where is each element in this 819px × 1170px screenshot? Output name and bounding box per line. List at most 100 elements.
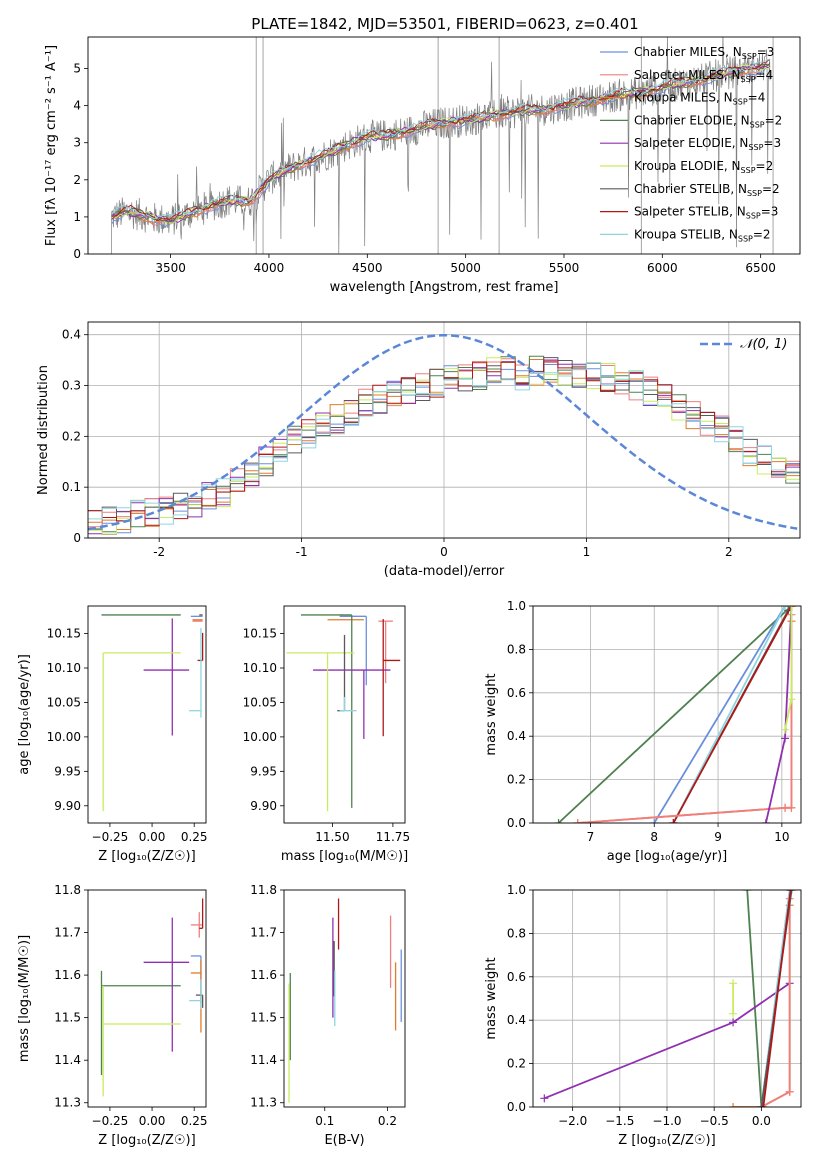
- series-marker: [757, 1103, 766, 1107]
- series-line: [672, 606, 792, 823]
- y-tick-label: 3: [73, 136, 81, 150]
- y-tick-label: 0.6: [507, 686, 526, 700]
- normal-curve: [88, 333, 798, 531]
- x-tick-label: -2: [153, 545, 165, 559]
- legend-label: Kroupa ELODIE, NSSP=2: [634, 159, 773, 175]
- y-tick-label: 11.3: [250, 1096, 277, 1110]
- y-tick-label: 9.90: [54, 799, 81, 813]
- y-tick-label: 10.10: [47, 661, 81, 675]
- histogram-chabrier-elodie: [88, 355, 800, 533]
- series-marker: [781, 725, 790, 734]
- legend-label: Chabrier STELIB, NSSP=2: [634, 182, 780, 198]
- point-kroupa-stelib: [189, 628, 202, 718]
- y-axis-label: mass [log₁₀(M/M☉)]: [17, 935, 32, 1062]
- axes-frame: [532, 605, 802, 824]
- y-tick-label: 11.4: [250, 1053, 277, 1067]
- series-marker: [729, 1018, 738, 1027]
- axes-residuals: -2 -1 0 1 2 0 0.1 0.2 0.3 0.4 (data-model)/error No…: [36, 321, 801, 579]
- legend-label: Salpeter MILES, NSSP=4: [634, 68, 773, 84]
- series-marker: [761, 819, 770, 823]
- y-tick-label: 0.6: [507, 970, 526, 984]
- axes-frame: [87, 605, 207, 824]
- series-marker: [787, 803, 796, 812]
- legend-label: Kroupa MILES, NSSP=4: [634, 91, 765, 107]
- x-tick-label: 7: [587, 830, 595, 844]
- figure-title: PLATE=1842, MJD=53501, FIBERID=0623, z=0…: [251, 15, 638, 33]
- y-tick-label: 0.1: [62, 480, 81, 494]
- y-tick-label: 10.00: [243, 730, 277, 744]
- series-marker: [729, 1009, 738, 1018]
- legend-spectrum: Chabrier MILES, NSSP=3 Salpeter MILES, NS…: [600, 45, 782, 243]
- series-marker: [669, 819, 678, 823]
- point-salpeter-elodie: [143, 917, 190, 1052]
- series-marker: [787, 890, 796, 894]
- y-tick-label: 11.7: [54, 926, 81, 940]
- series-marker: [573, 819, 582, 823]
- x-tick-label: -1: [296, 545, 308, 559]
- series-kroupa-elodie: [781, 606, 796, 734]
- x-axis-label: Z [log₁₀(Z/Z☉)]: [98, 1133, 195, 1148]
- plot-area-residuals: [88, 333, 800, 535]
- y-tick-label: 11.5: [250, 1011, 277, 1025]
- histogram-salpeter-stelib: [88, 361, 800, 526]
- series-line: [746, 890, 763, 1107]
- plot-area-weight-vs-age: [554, 606, 796, 823]
- y-tick-label: 11.6: [250, 968, 277, 982]
- y-tick-label: 1.0: [507, 599, 526, 613]
- series-marker: [787, 695, 796, 704]
- axes-frame: [87, 889, 207, 1108]
- series-marker: [786, 890, 795, 894]
- legend-label: Kroupa STELIB, NSSP=2: [634, 227, 771, 243]
- x-tick-label: 5500: [549, 261, 580, 275]
- y-tick-label: 11.8: [250, 883, 277, 897]
- axes-spectrum: 3500 4000 4500 5000 5500 6000 6500 0 1 2 3 4 5 wavele…: [44, 36, 801, 295]
- y-tick-label: 11.7: [250, 926, 277, 940]
- x-tick-label: −1.0: [652, 1114, 681, 1128]
- point-salpeter-miles: [378, 620, 393, 684]
- y-tick-label: 9.95: [54, 764, 81, 778]
- axes-mass-vs-EBV: 0.1 0.2 11.3 11.4 11.5 11.6 11.7 11.8 E(B-V): [250, 883, 406, 1148]
- y-tick-label: 4: [73, 99, 81, 113]
- x-tick-label: 0.1: [315, 1114, 334, 1128]
- x-axis-label: Z [log₁₀(Z/Z☉)]: [98, 849, 195, 864]
- axes-frame: [532, 889, 802, 1108]
- x-tick-label: −0.25: [92, 1114, 129, 1128]
- y-tick-label: 0.4: [507, 1013, 526, 1027]
- axes-weight-vs-Z: −2.0 −1.5 −1.0 −0.5 0.0 0.0 0.2 0.4 0.6 0.8 1.0 Z […: [484, 883, 802, 1148]
- plot-area-age-vs-mass: [286, 614, 401, 812]
- point-kroupa-stelib: [339, 696, 357, 712]
- series-marker: [759, 1103, 768, 1107]
- y-tick-label: 11.8: [54, 883, 81, 897]
- x-tick-label: −0.25: [92, 830, 129, 844]
- series-marker: [554, 819, 563, 823]
- legend-label: Salpeter STELIB, NSSP=3: [634, 205, 778, 221]
- series-kroupa-elodie: [729, 979, 738, 1018]
- point-chabrier-elodie: [100, 970, 181, 1076]
- y-axis-label: Normed distribution: [36, 365, 51, 495]
- legend-residuals: 𝒩(0, 1): [700, 337, 787, 352]
- axes-frame: [87, 321, 801, 539]
- model-spectrum-kroupa-stelib: [111, 58, 771, 220]
- axes-frame: [87, 36, 801, 255]
- x-axis-label: Z [log₁₀(Z/Z☉)]: [618, 1133, 715, 1148]
- y-tick-label: 0: [73, 531, 81, 545]
- plot-area-weight-vs-Z: [540, 890, 796, 1107]
- y-tick-label: 0.3: [62, 379, 81, 393]
- y-tick-label: 11.4: [54, 1053, 81, 1067]
- axes-frame: [283, 889, 406, 1108]
- x-axis-label: age [log₁₀(age/yr)]: [607, 849, 728, 864]
- model-spectrum-chabrier-elodie: [111, 63, 771, 222]
- point-kroupa-elodie: [102, 652, 181, 812]
- plot-area-age-vs-Z: [101, 614, 204, 812]
- y-tick-label: 1.0: [507, 883, 526, 897]
- series-marker: [650, 819, 659, 823]
- y-tick-label: 10.15: [243, 627, 277, 641]
- x-tick-label: 6000: [647, 261, 678, 275]
- y-tick-label: 1: [73, 210, 81, 224]
- y-tick-label: 0.4: [507, 729, 526, 743]
- series-chabrier-elodie: [743, 890, 766, 1107]
- series-line: [577, 614, 793, 823]
- point-chabrier-stelib: [195, 994, 204, 1008]
- point-kroupa-elodie: [102, 985, 181, 1097]
